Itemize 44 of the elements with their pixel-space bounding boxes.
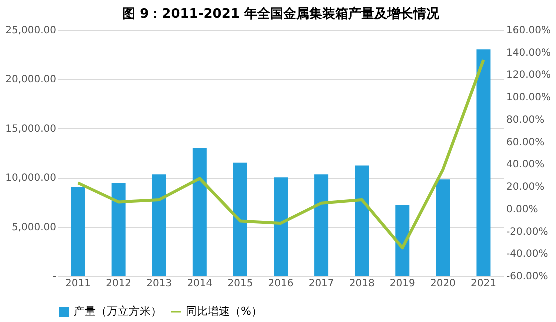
x-tick-label: 2015 — [228, 278, 254, 290]
y-tick-label: 25,000.00 — [6, 26, 56, 36]
y2-tick-label: -40.00% — [506, 249, 548, 260]
x-tick-label: 2013 — [146, 278, 172, 290]
bar — [476, 50, 491, 276]
y2-tick-label: 20.00% — [506, 182, 545, 194]
chart-title: 图 9：2011-2021 年全国金属集装箱产量及增长情况 — [122, 6, 440, 22]
bar — [192, 148, 207, 276]
y2-tick-label: 80.00% — [506, 114, 545, 126]
y-tick-label: 10,000.00 — [6, 173, 56, 184]
y-tick-label: 20,000.00 — [6, 74, 56, 86]
legend-label: 同比增速（%） — [186, 305, 262, 318]
x-tick-label: 2018 — [349, 278, 375, 290]
y2-tick-label: 100.00% — [506, 92, 551, 104]
x-tick-label: 2020 — [430, 278, 456, 290]
y2-tick-label: 40.00% — [506, 160, 545, 171]
bar — [436, 180, 450, 276]
x-tick-label: 2016 — [268, 278, 294, 290]
line-series — [76, 58, 486, 250]
bar — [396, 205, 410, 276]
bar — [152, 174, 166, 276]
y2-tick-label: 140.00% — [506, 48, 551, 59]
bar — [71, 187, 86, 276]
y-tick-label: 5,000.00 — [12, 222, 56, 234]
y-tick-label: - — [52, 272, 57, 282]
y-tick-label: 15,000.00 — [6, 124, 56, 135]
y2-tick-label: 160.00% — [506, 26, 551, 36]
bar — [314, 174, 329, 276]
y2-tick-label: 60.00% — [506, 137, 545, 148]
y2-tick-label: 120.00% — [506, 70, 551, 82]
bar — [274, 178, 288, 276]
x-tick-label: 2011 — [66, 278, 91, 290]
x-tick-label: 2017 — [308, 278, 334, 290]
x-tick-label: 2014 — [187, 278, 213, 290]
bar — [355, 166, 370, 276]
bar — [112, 184, 126, 276]
y2-tick-label: 0.00% — [506, 204, 538, 216]
x-tick-label: 2012 — [106, 278, 132, 290]
y2-tick-label: -20.00% — [506, 226, 548, 238]
y2-tick-label: -60.00% — [506, 272, 548, 282]
legend-label: 产量（万立方米） — [74, 305, 162, 318]
x-tick-label: 2021 — [471, 278, 496, 290]
bar — [233, 162, 248, 276]
x-tick-label: 2019 — [390, 278, 416, 290]
